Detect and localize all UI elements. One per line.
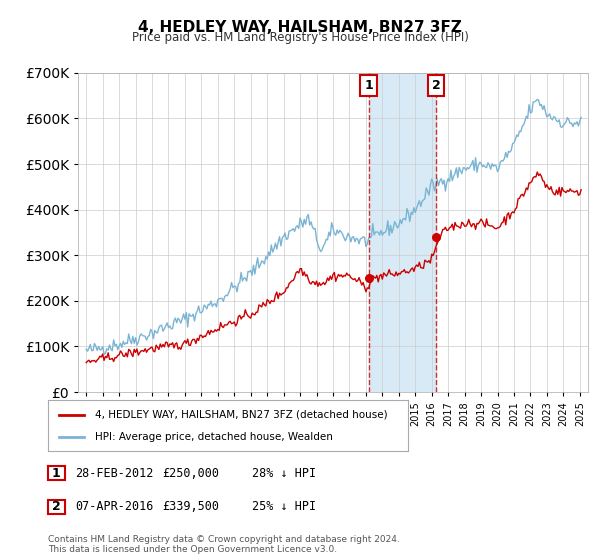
Text: 2: 2 [52,500,61,514]
Text: 2: 2 [432,79,440,92]
Text: 1: 1 [364,79,373,92]
Text: HPI: Average price, detached house, Wealden: HPI: Average price, detached house, Weal… [95,432,332,442]
Point [431,233,441,242]
Text: £250,000: £250,000 [162,466,219,480]
Text: 28% ↓ HPI: 28% ↓ HPI [252,466,316,480]
Text: 4, HEDLEY WAY, HAILSHAM, BN27 3FZ (detached house): 4, HEDLEY WAY, HAILSHAM, BN27 3FZ (detac… [95,409,388,419]
Text: 07-APR-2016: 07-APR-2016 [75,500,154,514]
Text: 4, HEDLEY WAY, HAILSHAM, BN27 3FZ: 4, HEDLEY WAY, HAILSHAM, BN27 3FZ [138,20,462,35]
Text: Price paid vs. HM Land Registry's House Price Index (HPI): Price paid vs. HM Land Registry's House … [131,31,469,44]
Text: 1: 1 [52,466,61,480]
Point [364,273,373,282]
Bar [368,73,436,392]
Text: Contains HM Land Registry data © Crown copyright and database right 2024.
This d: Contains HM Land Registry data © Crown c… [48,535,400,554]
Text: £339,500: £339,500 [162,500,219,514]
Text: 28-FEB-2012: 28-FEB-2012 [75,466,154,480]
Text: 25% ↓ HPI: 25% ↓ HPI [252,500,316,514]
